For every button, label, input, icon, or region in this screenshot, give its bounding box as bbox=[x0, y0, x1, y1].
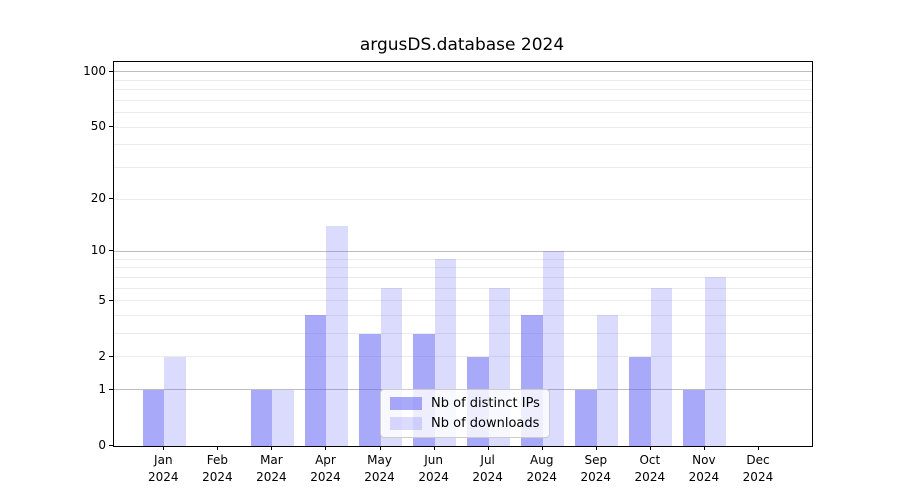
bar-downloads-jan bbox=[164, 356, 186, 446]
major-gridline bbox=[114, 250, 812, 252]
legend-item: Nb of distinct IPs bbox=[390, 396, 540, 411]
x-tick-mark bbox=[217, 446, 219, 450]
y-tick-label: 50 bbox=[90, 119, 106, 134]
minor-gridline bbox=[114, 126, 812, 128]
bar-downloads-sep bbox=[596, 315, 619, 446]
x-tick-mark bbox=[757, 446, 759, 450]
x-tick-mark bbox=[649, 446, 651, 450]
legend-item: Nb of downloads bbox=[390, 416, 540, 431]
x-tick-mark bbox=[433, 446, 435, 450]
bar-distinct-ips-oct bbox=[629, 356, 651, 446]
legend-label: Nb of downloads bbox=[431, 416, 540, 431]
y-tick-label: 1 bbox=[98, 381, 106, 396]
x-tick-label: Apr 2024 bbox=[310, 453, 341, 484]
minor-gridline bbox=[114, 166, 812, 168]
bar-downloads-apr bbox=[326, 226, 348, 446]
minor-gridline bbox=[114, 287, 812, 289]
bar-distinct-ips-may bbox=[359, 333, 381, 446]
legend: Nb of distinct IPs Nb of downloads bbox=[380, 389, 550, 438]
minor-gridline bbox=[114, 79, 812, 81]
bar-distinct-ips-apr bbox=[304, 315, 327, 446]
bar-distinct-ips-mar bbox=[250, 389, 273, 446]
minor-gridline bbox=[114, 333, 812, 335]
legend-swatch bbox=[390, 397, 422, 410]
y-tick-label: 5 bbox=[98, 292, 106, 307]
bar-distinct-ips-nov bbox=[683, 389, 705, 446]
y-tick-mark bbox=[109, 388, 113, 390]
x-tick-label: Aug 2024 bbox=[526, 453, 557, 484]
x-tick-label: Jul 2024 bbox=[472, 453, 503, 484]
minor-gridline bbox=[114, 267, 812, 269]
minor-gridline bbox=[114, 112, 812, 113]
plot-area: Nb of distinct IPs Nb of downloads bbox=[113, 61, 813, 447]
minor-gridline bbox=[114, 300, 812, 302]
legend-label: Nb of distinct IPs bbox=[431, 396, 540, 411]
chart-title: argusDS.database 2024 bbox=[359, 35, 565, 55]
major-gridline bbox=[114, 71, 812, 73]
minor-gridline bbox=[114, 99, 812, 101]
minor-gridline bbox=[114, 258, 812, 260]
x-tick-label: Jun 2024 bbox=[418, 453, 449, 484]
y-tick-mark bbox=[109, 355, 113, 357]
y-tick-label: 100 bbox=[83, 63, 106, 78]
x-tick-label: Nov 2024 bbox=[688, 453, 720, 484]
minor-gridline bbox=[114, 314, 812, 316]
x-tick-mark bbox=[487, 446, 489, 450]
x-tick-label: May 2024 bbox=[364, 453, 395, 484]
minor-gridline bbox=[114, 276, 812, 278]
legend-swatch bbox=[390, 417, 422, 430]
minor-gridline bbox=[114, 198, 812, 200]
bar-distinct-ips-jan bbox=[142, 389, 165, 446]
y-tick-mark bbox=[109, 445, 113, 446]
x-tick-mark bbox=[703, 446, 705, 450]
y-tick-mark bbox=[109, 198, 113, 199]
x-tick-label: Oct 2024 bbox=[634, 453, 666, 484]
x-tick-mark bbox=[379, 446, 381, 450]
bar-downloads-oct bbox=[650, 288, 673, 446]
x-tick-label: Feb 2024 bbox=[202, 453, 233, 484]
x-tick-mark bbox=[163, 446, 165, 450]
x-tick-mark bbox=[595, 446, 597, 450]
y-tick-label: 20 bbox=[90, 191, 106, 205]
y-tick-mark bbox=[109, 126, 113, 128]
x-tick-label: Sep 2024 bbox=[580, 453, 612, 484]
minor-gridline bbox=[114, 144, 812, 146]
x-tick-label: Dec 2024 bbox=[742, 453, 774, 484]
bar-downloads-nov bbox=[704, 277, 727, 446]
x-tick-mark bbox=[325, 446, 327, 450]
y-tick-mark bbox=[109, 299, 113, 301]
x-tick-label: Jan 2024 bbox=[148, 453, 179, 484]
bar-downloads-mar bbox=[272, 389, 294, 446]
y-tick-label: 2 bbox=[98, 348, 106, 363]
y-tick-mark bbox=[109, 250, 113, 252]
x-tick-mark bbox=[541, 446, 543, 450]
y-tick-mark bbox=[109, 70, 113, 72]
y-tick-label: 0 bbox=[98, 438, 106, 452]
minor-gridline bbox=[114, 356, 812, 358]
minor-gridline bbox=[114, 88, 812, 90]
x-tick-mark bbox=[271, 446, 273, 450]
x-tick-label: Mar 2024 bbox=[256, 453, 287, 484]
y-tick-label: 10 bbox=[90, 243, 106, 258]
bar-distinct-ips-sep bbox=[575, 389, 597, 446]
